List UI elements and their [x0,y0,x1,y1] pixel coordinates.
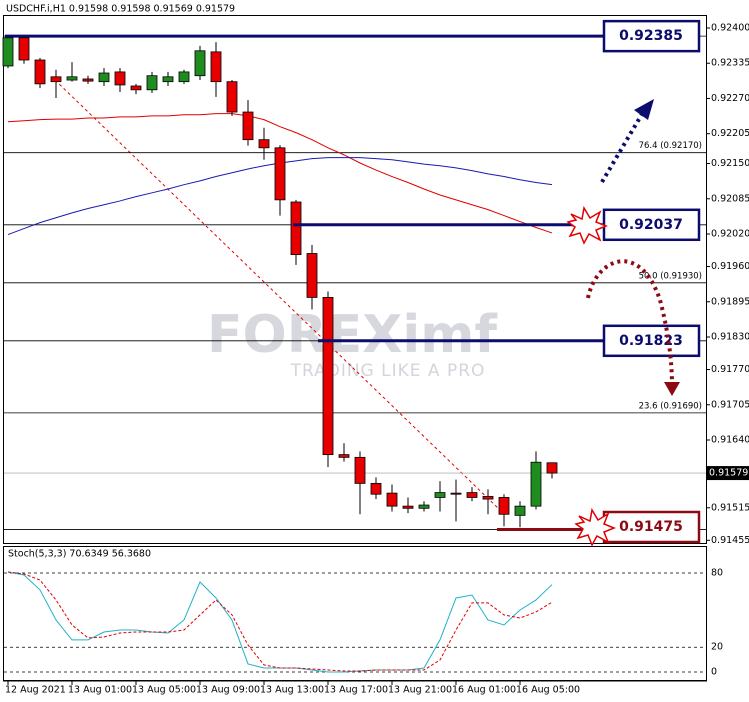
y-tick-label: 0.92400 [711,23,749,34]
fib-label: 23.6 (0.91690) [639,401,702,411]
x-tick-label: 13 Aug 05:00 [132,685,196,696]
price-tag-label: 0.91579 [709,468,748,479]
y-tick-label: 0.91515 [711,502,749,513]
stoch-line [7,571,553,672]
candle-body [210,51,222,83]
candle-body [50,76,62,83]
level-box [602,19,701,53]
x-tick-label: 13 Aug 17:00 [324,685,388,696]
candle-body [546,462,558,474]
candle-body [2,37,14,67]
y-tick-label: 0.92335 [711,58,749,69]
candle-body [226,81,238,113]
fib-label: 76.4 (0.92170) [639,141,702,151]
y-tick-label: 0.92270 [711,93,749,104]
main-panel [3,15,707,544]
candle-body [130,85,142,91]
up-arrowhead [634,99,654,120]
candle-body [82,78,94,82]
candle-body [162,76,174,83]
y-tick-label: 0.91830 [711,332,749,343]
y-tick-label: 0.91960 [711,261,749,272]
level-label: 0.92037 [619,217,683,233]
candle-body [66,76,78,81]
y-tick-label: 0.91770 [711,364,749,375]
candle-body [514,505,526,516]
trend-line [54,79,501,511]
candle-body [98,72,110,83]
candle-body [354,456,366,484]
x-tick-label: 13 Aug 13:00 [260,685,324,696]
candle-body [306,253,318,298]
y-tick-label: 0.92205 [711,128,749,139]
candle-body [274,147,286,201]
x-tick-label: 16 Aug 05:00 [516,685,580,696]
candle-body [194,50,206,77]
fib-label: 50.0 (0.91930) [639,271,702,281]
candle-body [322,297,334,456]
y-tick-label: 0.91705 [711,399,749,410]
candle-body [482,495,494,500]
candle-body [370,482,382,495]
candle-body [530,461,542,507]
candle-body [450,492,462,495]
level-label: 0.91475 [619,519,683,535]
chart-title: USDCHF.i,H1 0.91598 0.91598 0.91569 0.91… [6,4,235,15]
candle-body [18,37,30,61]
moving-average [7,113,553,234]
y-tick-label: 80 [711,567,723,578]
watermark-tagline: TRADING LIKE A PRO [290,361,486,381]
candle-body [178,71,190,83]
y-tick-label: 0 [711,666,717,677]
arc-arrow [586,259,674,386]
starburst [574,507,617,547]
arc-arrowhead [664,382,680,396]
starburst [566,205,609,245]
x-tick-label: 13 Aug 09:00 [196,685,260,696]
level-box [602,324,701,358]
x-tick-label: 13 Aug 01:00 [68,685,132,696]
level-label: 0.91823 [619,333,683,349]
up-arrow [600,112,644,184]
price-tag [706,466,749,481]
candle-body [498,497,510,515]
y-tick-label: 0.92150 [711,158,749,169]
level-label: 0.92385 [619,28,683,44]
watermark: FOREXimf [207,305,498,365]
candle-body [34,59,46,85]
candle-body [258,139,270,149]
y-tick-label: 0.92085 [711,193,749,204]
y-tick-label: 0.91895 [711,296,749,307]
y-tick-label: 0.92020 [711,229,749,240]
candle-body [386,492,398,507]
candle-body [434,492,446,498]
candle-body [402,505,414,509]
candle-body [338,454,350,458]
x-tick-label: 13 Aug 21:00 [388,685,452,696]
x-tick-label: 12 Aug 2021 [5,685,66,696]
plot-layer: 0.92400 0.92335 0.92270 0.92205 0.92150 0.920… [2,19,749,696]
candle-body [146,75,158,91]
candle-body [290,201,302,256]
stoch-title: Stoch(5,3,3) 70.6349 56.3680 [8,549,151,560]
y-tick-label: 0.91640 [711,435,749,446]
x-tick-label: 16 Aug 01:00 [452,685,516,696]
candle-body [418,504,430,509]
candle-body [466,492,478,498]
candle-body [114,71,126,86]
y-tick-label: 0.91455 [711,535,749,546]
y-tick-label: 20 [711,642,723,653]
candle-body [242,111,254,141]
